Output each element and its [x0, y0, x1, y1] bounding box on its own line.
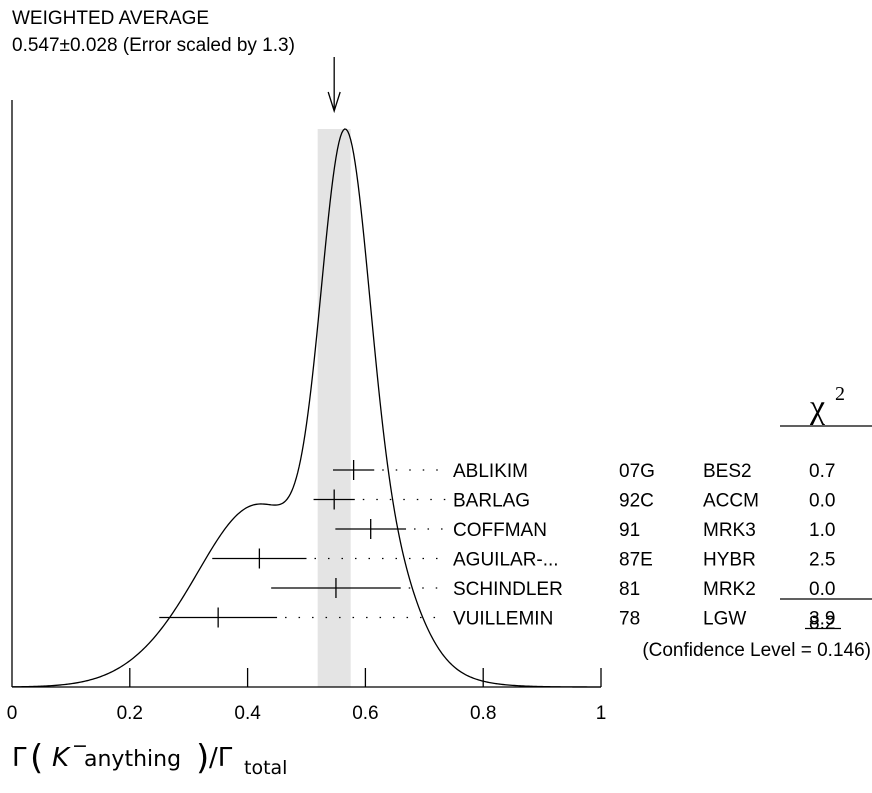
- x-axis-ticks: 0 0.2 0.4 0.6 0.8 1: [7, 668, 607, 724]
- measurements-group: ABLIKIM 07G BES2 0.7 BARLAG 92C ACCM 0.0 COFFMAN…: [159, 460, 841, 630]
- x-label-slash-gamma: /Γ: [209, 743, 233, 773]
- measurement-author: SCHINDLER: [453, 579, 563, 600]
- measurement-chi2: 1.0: [809, 520, 835, 541]
- chi2-header: χ 2: [780, 383, 872, 427]
- measurement-row: SCHINDLER 81 MRK2 0.0: [271, 578, 835, 600]
- measurement-experiment: HYBR: [703, 550, 756, 571]
- measurement-chi2: 0.0: [809, 491, 835, 512]
- measurement-experiment: MRK2: [703, 579, 756, 600]
- chi2-total: 8.2: [809, 613, 835, 634]
- x-tick-label: 0.6: [352, 703, 378, 724]
- measurement-row: VUILLEMIN 78 LGW 3.9: [159, 607, 841, 630]
- measurement-author: BARLAG: [453, 491, 530, 512]
- x-tick-label: 0: [7, 703, 18, 724]
- chi2-symbol: χ: [809, 389, 825, 426]
- chi2-exponent: 2: [835, 383, 845, 405]
- confidence-level: (Confidence Level = 0.146): [642, 640, 871, 661]
- measurement-author: VUILLEMIN: [453, 609, 553, 630]
- measurement-author: ABLIKIM: [453, 461, 528, 482]
- ideogram-curve: [11, 128, 601, 688]
- measurement-row: BARLAG 92C ACCM 0.0: [313, 489, 835, 512]
- average-arrow: [327, 57, 341, 114]
- x-tick-label: 1: [596, 703, 607, 724]
- x-label-gamma: Γ: [12, 743, 27, 773]
- measurement-year: 87E: [619, 550, 653, 571]
- average-error-band: [317, 129, 351, 687]
- measurement-year: 78: [619, 609, 640, 630]
- x-label-charge: −: [72, 735, 88, 757]
- weighted-average-value: 0.547±0.028 (Error scaled by 1.3): [12, 35, 295, 56]
- x-label-rest: anything: [84, 747, 181, 772]
- measurement-experiment: BES2: [703, 461, 752, 482]
- x-label-total: total: [244, 757, 287, 779]
- x-label-rparen: ): [196, 738, 209, 778]
- measurement-row: COFFMAN 91 MRK3 1.0: [335, 519, 835, 541]
- x-tick-label: 0.8: [470, 703, 496, 724]
- measurement-year: 07G: [619, 461, 655, 482]
- x-tick-label: 0.2: [117, 703, 143, 724]
- measurement-year: 91: [619, 520, 640, 541]
- measurement-experiment: LGW: [703, 609, 746, 630]
- measurement-chi2: 0.0: [809, 579, 835, 600]
- measurement-chi2: 3.9: [809, 609, 835, 630]
- measurement-author: AGUILAR-...: [453, 550, 559, 571]
- measurement-row: ABLIKIM 07G BES2 0.7: [333, 460, 835, 482]
- measurement-author: COFFMAN: [453, 520, 547, 541]
- x-tick-label: 0.4: [234, 703, 261, 724]
- measurement-chi2: 2.5: [809, 550, 835, 571]
- measurement-chi2: 0.7: [809, 461, 835, 482]
- x-label-particle: K: [52, 743, 71, 773]
- measurement-year: 92C: [619, 491, 654, 512]
- measurement-experiment: ACCM: [703, 491, 759, 512]
- measurement-year: 81: [619, 579, 640, 600]
- x-axis-label: Γ ( K − anything ) /Γ total: [12, 735, 287, 779]
- measurement-experiment: MRK3: [703, 520, 756, 541]
- measurement-row: AGUILAR-... 87E HYBR 2.5: [212, 548, 835, 571]
- chart-title: WEIGHTED AVERAGE: [12, 8, 209, 29]
- x-label-lparen: (: [30, 738, 43, 778]
